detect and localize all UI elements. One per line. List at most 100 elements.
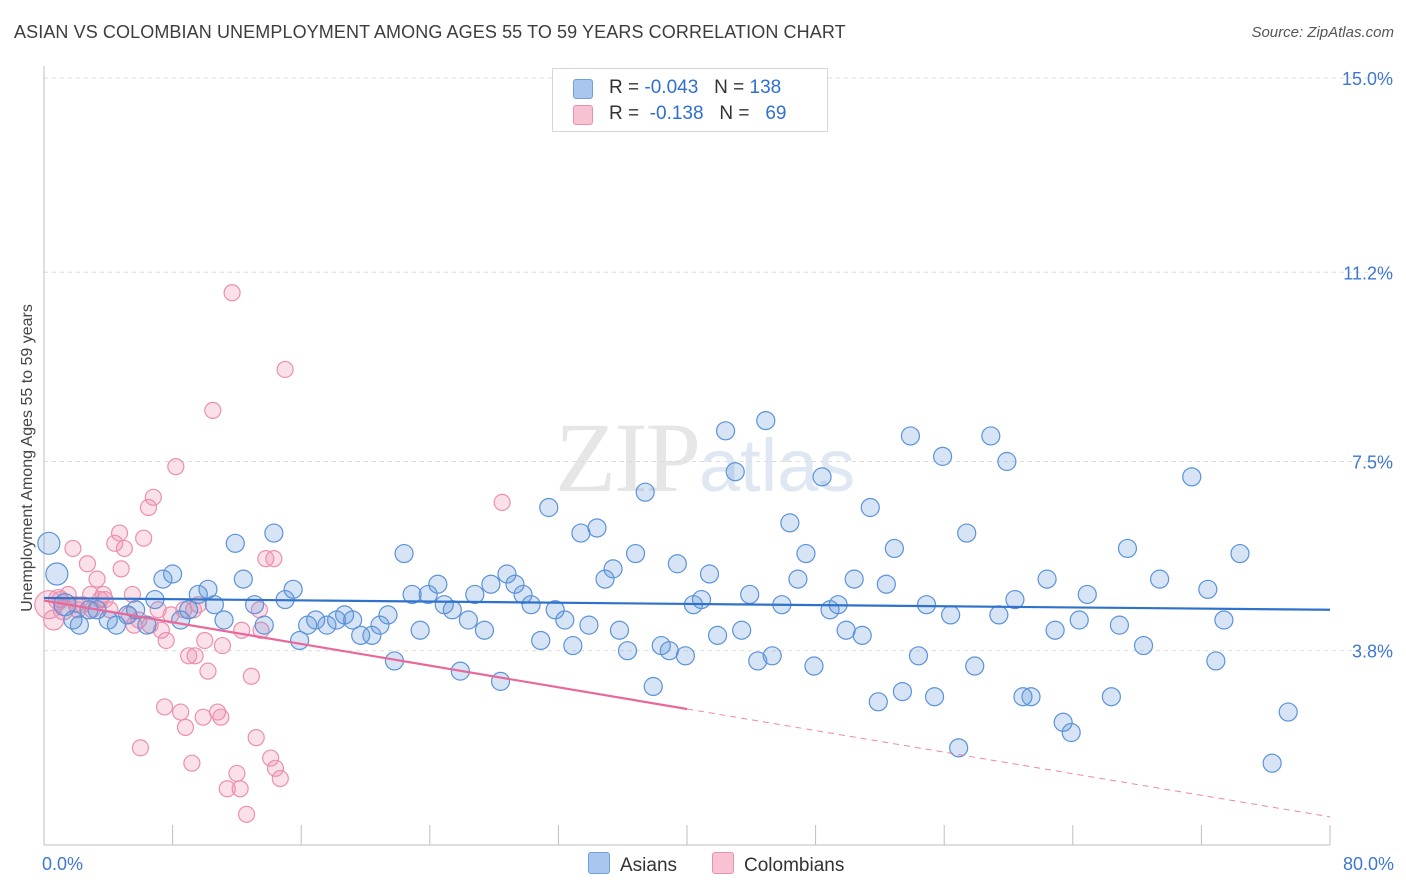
- source-label: Source: ZipAtlas.com: [1251, 24, 1394, 41]
- bottom-legend-label-asians: Asians: [620, 855, 678, 876]
- asians-point: [924, 687, 945, 707]
- asians-point: [667, 554, 687, 574]
- bottom-legend-label-colombians: Colombians: [744, 855, 845, 876]
- asians-point: [1053, 712, 1073, 732]
- asians-point: [812, 467, 832, 487]
- asians-point: [1182, 467, 1202, 487]
- asians-point: [225, 533, 245, 553]
- asians-point: [997, 451, 1017, 472]
- colombians-point: [176, 718, 195, 736]
- asians-point: [402, 584, 422, 605]
- asians-point: [965, 656, 985, 676]
- asians-point: [539, 497, 559, 518]
- asians-point: [941, 605, 961, 625]
- watermark: ZIPatlas: [555, 400, 855, 515]
- asians-point: [1117, 538, 1138, 559]
- asians-point: [69, 615, 89, 635]
- legend-r-label: R =: [609, 103, 640, 124]
- legend-text-asians: R = -0.043 N = 138: [609, 77, 781, 99]
- legend-r-value: -0.043: [644, 77, 699, 98]
- asians-point: [1101, 687, 1121, 707]
- asians-point: [981, 426, 1001, 446]
- trend-lines: [43, 596, 1331, 818]
- colombians-point: [152, 621, 170, 639]
- asians-point: [63, 610, 83, 630]
- asians-point: [1077, 584, 1097, 605]
- colombians-point: [94, 585, 113, 604]
- colombians-point: [209, 703, 227, 721]
- y-tick-label: 7.5%: [1352, 453, 1393, 473]
- asians-trend-line: [43, 596, 1331, 611]
- grid-lines: [44, 77, 1392, 652]
- colombians-point: [218, 780, 236, 798]
- asians-point: [370, 615, 390, 635]
- colombians-trend-extension: [686, 708, 1331, 818]
- colombians-point: [242, 667, 260, 685]
- colombians-point: [78, 555, 97, 573]
- asians-point: [868, 692, 888, 712]
- asians-point: [732, 620, 752, 640]
- asians-point: [1198, 579, 1218, 599]
- colombians-point: [199, 662, 217, 680]
- asians-point: [1214, 610, 1234, 630]
- asians-point: [762, 646, 782, 666]
- asians-point: [659, 641, 679, 661]
- asians-point: [916, 595, 937, 615]
- colombians-point: [180, 647, 198, 665]
- asians-point: [603, 559, 623, 579]
- colombians-point: [64, 539, 82, 558]
- bottom-legend-asians: Asians: [588, 852, 677, 877]
- x-tick-label: 80.0%: [1343, 854, 1394, 874]
- colombians-point: [131, 739, 150, 757]
- asians-point: [892, 681, 913, 702]
- asians-point: [137, 615, 157, 635]
- colombians-point: [144, 488, 162, 506]
- colombians-point: [231, 780, 249, 798]
- asians-point: [715, 421, 736, 441]
- colombians-point: [276, 360, 294, 379]
- asians-point: [1278, 702, 1298, 722]
- asians-point: [264, 523, 284, 543]
- asians-point: [481, 574, 501, 594]
- asians-point: [1045, 620, 1065, 640]
- legend-n-label: N =: [714, 77, 745, 98]
- tick-labels: 3.8% 7.5% 11.2% 15.0% 0.0% 80.0%: [42, 69, 1394, 874]
- colombians-point: [271, 769, 289, 788]
- asians-point: [1069, 610, 1089, 630]
- legend-swatch-asians: [573, 79, 593, 99]
- asians-point: [306, 610, 326, 630]
- asians-point: [725, 462, 745, 482]
- colombians-point: [106, 534, 124, 552]
- asians-point: [643, 676, 663, 697]
- asians-point: [804, 656, 824, 676]
- asians-point: [204, 595, 224, 615]
- asians-point: [490, 671, 511, 691]
- asians-point: [860, 497, 880, 518]
- asians-point: [579, 615, 599, 635]
- asians-point: [740, 584, 760, 605]
- colombians-point: [212, 708, 230, 726]
- asians-point: [505, 574, 525, 594]
- colombians-point: [135, 529, 153, 547]
- bottom-legend-colombians: Colombians: [712, 852, 844, 877]
- watermark-atlas: atlas: [699, 424, 856, 507]
- colombians-point: [493, 493, 511, 512]
- asians-point: [1061, 722, 1081, 743]
- asians-point: [780, 513, 800, 533]
- colombians-point: [88, 570, 106, 588]
- asians-point: [1150, 569, 1170, 589]
- colombians-point: [167, 458, 185, 476]
- colombians-point: [183, 754, 201, 772]
- asians-point: [932, 446, 953, 466]
- asians-point: [1262, 753, 1282, 773]
- asians-point: [458, 610, 478, 630]
- asians-point: [989, 605, 1009, 625]
- asians-points: [37, 410, 1298, 773]
- asians-point: [844, 569, 864, 589]
- asians-point: [214, 610, 234, 630]
- colombians-point: [213, 636, 232, 655]
- asians-point: [900, 426, 921, 446]
- colombians-point: [123, 585, 142, 604]
- asians-point: [351, 625, 371, 645]
